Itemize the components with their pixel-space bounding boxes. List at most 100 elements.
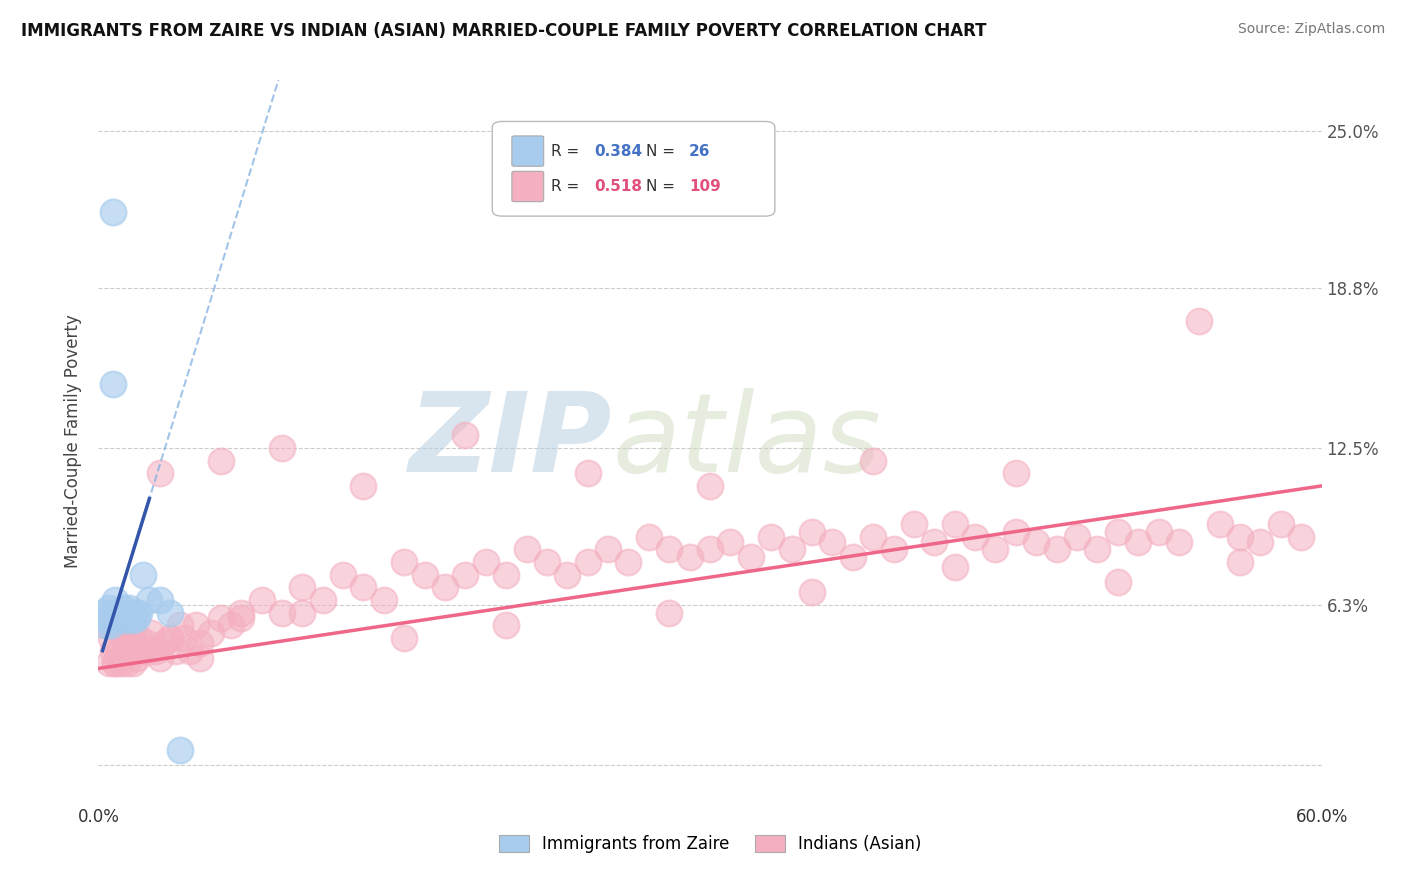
Point	[101, 606, 124, 620]
Point	[270, 441, 294, 455]
Point	[1107, 524, 1129, 539]
Point	[965, 530, 987, 544]
Point	[943, 560, 966, 574]
Point	[291, 580, 314, 594]
Point	[576, 555, 599, 569]
Text: IMMIGRANTS FROM ZAIRE VS INDIAN (ASIAN) MARRIED-COUPLE FAMILY POVERTY CORRELATIO: IMMIGRANTS FROM ZAIRE VS INDIAN (ASIAN) …	[21, 22, 987, 40]
Point	[100, 618, 122, 632]
FancyBboxPatch shape	[492, 121, 775, 216]
Point	[699, 542, 721, 557]
Point	[173, 631, 195, 645]
Point	[332, 567, 354, 582]
Point	[780, 542, 803, 557]
Point	[118, 600, 141, 615]
Point	[136, 636, 159, 650]
Point	[434, 580, 457, 594]
Point	[114, 643, 136, 657]
Point	[1045, 542, 1069, 557]
Point	[115, 606, 138, 620]
Point	[96, 611, 118, 625]
Point	[114, 613, 136, 627]
Point	[1147, 524, 1170, 539]
Point	[91, 606, 114, 620]
Point	[984, 542, 1007, 557]
Text: Source: ZipAtlas.com: Source: ZipAtlas.com	[1237, 22, 1385, 37]
Point	[110, 657, 132, 671]
Point	[1107, 575, 1129, 590]
Point	[122, 657, 145, 671]
Point	[97, 657, 120, 671]
Point	[474, 555, 498, 569]
Point	[1249, 534, 1271, 549]
Point	[862, 530, 884, 544]
Point	[169, 742, 191, 756]
Point	[104, 593, 127, 607]
Point	[101, 377, 124, 392]
Point	[219, 618, 242, 632]
FancyBboxPatch shape	[512, 171, 544, 202]
Point	[120, 611, 142, 625]
Point	[658, 542, 681, 557]
Point	[111, 631, 134, 645]
Point	[169, 618, 191, 632]
Point	[138, 593, 160, 607]
Point	[699, 479, 721, 493]
Point	[1270, 516, 1292, 531]
Point	[1209, 516, 1232, 531]
Point	[108, 643, 131, 657]
Point	[100, 631, 122, 645]
Point	[124, 606, 146, 620]
Point	[127, 611, 149, 625]
Point	[1291, 530, 1313, 544]
Point	[536, 555, 558, 569]
Point	[1025, 534, 1047, 549]
Point	[761, 530, 783, 544]
Point	[188, 651, 212, 665]
Point	[209, 453, 232, 467]
Point	[801, 524, 824, 539]
Point	[841, 549, 863, 564]
Point	[617, 555, 640, 569]
Y-axis label: Married-Couple Family Poverty: Married-Couple Family Poverty	[65, 315, 83, 568]
Point	[454, 428, 477, 442]
Point	[1229, 530, 1251, 544]
Point	[821, 534, 844, 549]
Point	[291, 606, 314, 620]
Point	[111, 600, 134, 615]
Point	[138, 643, 160, 657]
Point	[186, 618, 208, 632]
Point	[1167, 534, 1189, 549]
Point	[352, 479, 374, 493]
Point	[118, 636, 141, 650]
Point	[152, 636, 174, 650]
Point	[159, 606, 181, 620]
Text: R =: R =	[551, 144, 579, 159]
Point	[413, 567, 436, 582]
Point	[495, 567, 517, 582]
Point	[159, 631, 181, 645]
Point	[132, 567, 155, 582]
Text: 109: 109	[689, 179, 721, 194]
Point	[637, 530, 661, 544]
Text: atlas: atlas	[612, 388, 880, 495]
Point	[97, 600, 120, 615]
Point	[128, 606, 150, 620]
Point	[903, 516, 925, 531]
Point	[740, 549, 762, 564]
Point	[658, 606, 681, 620]
Point	[1004, 524, 1026, 539]
Point	[392, 631, 416, 645]
Point	[454, 567, 477, 582]
Point	[118, 631, 141, 645]
Text: N =: N =	[647, 179, 675, 194]
Point	[231, 611, 253, 625]
Point	[352, 580, 374, 594]
Point	[943, 516, 966, 531]
Point	[1128, 534, 1150, 549]
Point	[1066, 530, 1088, 544]
Point	[576, 467, 599, 481]
Point	[1229, 555, 1251, 569]
Point	[862, 453, 884, 467]
Point	[188, 636, 212, 650]
Point	[101, 643, 124, 657]
